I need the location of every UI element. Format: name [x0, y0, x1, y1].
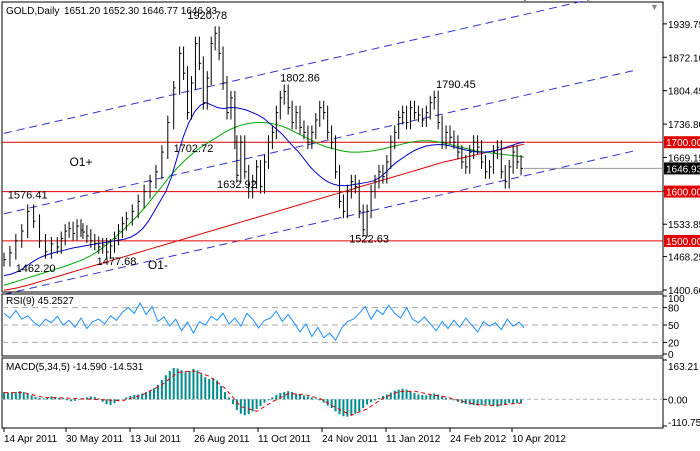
time-tick-label: 11 Jan 2012: [386, 434, 441, 445]
price-axis: 1939.751872.101804.451736.801669.151601.…: [663, 20, 700, 297]
price-tick-label: 1468.25: [668, 253, 700, 264]
macd-title: MACD(5,34,5) -14.590 -14.531: [6, 362, 144, 373]
rsi-line: [3, 301, 525, 341]
price-annotation: 1462.20: [16, 263, 56, 275]
ma-green-line: [3, 121, 525, 286]
channel-line: [3, 69, 636, 215]
macd-series: [2, 368, 663, 417]
rsi-title: RSI(9) 45.2527: [6, 296, 74, 307]
price-tick-label: 1736.80: [668, 120, 700, 131]
rsi-series: [2, 301, 663, 343]
price-annotation: O1+: [69, 155, 92, 169]
rsi-tick-label: 100: [668, 294, 685, 305]
rsi-tick-label: 0: [668, 350, 674, 361]
price-annotation: 1576.41: [8, 189, 48, 201]
last-price-tag-label: 1646.93: [666, 164, 700, 175]
price-tick-label: 1804.45: [668, 87, 700, 98]
rsi-tick-label: 50: [668, 321, 680, 332]
price-annotation: 1632.92: [217, 179, 257, 191]
level-price-tag-label: 1500.00: [666, 237, 700, 248]
level-price-tag: [664, 234, 700, 247]
price-annotation: 1477.68: [97, 256, 137, 268]
macd-axis: 163.21 0.00 -110.751: [663, 359, 700, 429]
price-tick-label: 1400.60: [668, 286, 700, 297]
price-annotation: 1702.72: [174, 143, 214, 155]
macd-panel-frame: [1, 357, 664, 429]
channel-line: [3, 150, 636, 295]
ohlc-readout: 1651.20 1652.30 1646.77 1646.93: [64, 6, 217, 17]
price-tick-label: 1669.15: [668, 153, 700, 164]
macd-tick-label: -110.751: [668, 418, 700, 429]
time-tick-label: 14 Apr 2011: [4, 434, 58, 445]
regression-channel: [3, 0, 636, 295]
price-annotation: O1-: [148, 258, 168, 272]
level-price-tag-label: 1700.00: [666, 138, 700, 149]
ma-red-line: [3, 143, 525, 291]
price-annotations: 1920.78 1802.86 1790.45 1702.72 1576.41 1632.…: [8, 10, 476, 275]
time-tick-label: 30 May 2011: [66, 434, 124, 445]
channel-line: [3, 0, 591, 134]
level-price-tag: [664, 136, 700, 149]
last-price-tag: [664, 162, 700, 175]
price-annotation: 1522.63: [349, 233, 389, 245]
rsi-tick-label: 80: [668, 304, 680, 315]
time-tick-label: 11 Oct 2011: [258, 434, 311, 445]
time-tick-label: 24 Feb 2012: [450, 434, 507, 445]
macd-signal-line: [4, 370, 525, 416]
price-tick-label: 1872.10: [668, 53, 700, 64]
price-panel-frame: [1, 1, 664, 293]
time-tick-label: 24 Nov 2011: [322, 434, 378, 445]
price-series: [3, 0, 663, 267]
price-annotation: 1920.78: [187, 10, 227, 22]
time-tick-label: 13 Jul 2011: [130, 434, 181, 445]
price-tick-label: 1939.75: [668, 20, 700, 31]
time-tick-label: 10 Apr 2012: [512, 434, 566, 445]
chart-symbol: GOLD,Daily: [6, 6, 59, 17]
price-annotation: 1790.45: [436, 79, 476, 91]
level-price-tag: [664, 185, 700, 198]
macd-tick-label: 0.00: [668, 395, 688, 406]
rsi-tick-label: 20: [668, 338, 680, 349]
level-price-tag-label: 1600.00: [666, 188, 700, 199]
price-annotation: 1802.86: [280, 72, 320, 84]
scroll-arrow-icon[interactable]: ▼: [650, 2, 659, 12]
time-tick-label: 26 Aug 2011: [194, 434, 250, 445]
price-tick-label: 1533.85: [668, 220, 700, 231]
macd-tick-label: 163.21: [668, 362, 699, 373]
time-axis: 14 Apr 2011 30 May 2011 13 Jul 2011 26 Aug …: [3, 428, 566, 445]
